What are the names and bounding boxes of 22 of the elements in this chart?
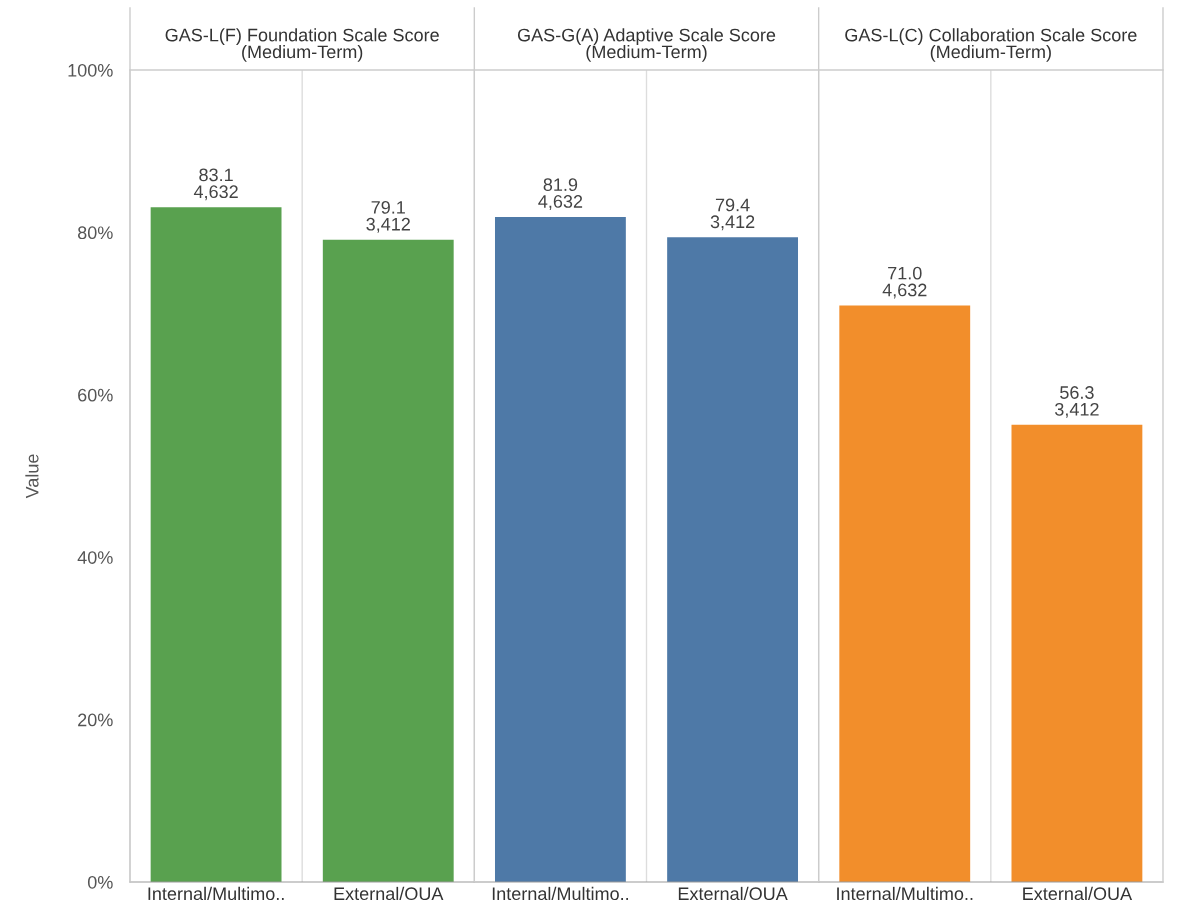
x-tick-label: External/OUA (334, 886, 444, 901)
data-label: 83.1 4,632 (193, 168, 238, 201)
y-tick-label: 0% (87, 875, 113, 889)
x-tick-label: Internal/Multimo.. (148, 886, 284, 901)
y-tick-label: 40% (77, 551, 113, 564)
x-tick-label: External/OUA (1023, 886, 1133, 901)
x-tick-label: Internal/Multimo.. (837, 886, 973, 901)
x-tick-label: External/OUA (678, 886, 788, 901)
x-tick-label: Internal/Multimo.. (492, 886, 629, 901)
y-tick-label: 80% (77, 226, 113, 240)
chart-title: GAS-L(F) Foundation Scale Score (Medium-Term) (165, 28, 439, 62)
y-tick-label: 20% (78, 713, 113, 727)
y-tick-label: 60% (78, 388, 113, 402)
data-label: 71.0 4,632 (882, 266, 927, 299)
y-tick-label: 100% (68, 63, 113, 77)
data-label: 81.9 4,632 (538, 178, 583, 210)
y-axis-title: Value (25, 454, 39, 499)
data-label: 79.4 3,412 (710, 198, 755, 231)
chart-title: GAS-G(A) Adaptive Scale Score (Medium-Term) (517, 28, 776, 62)
data-label: 56.3 3,412 (1055, 386, 1099, 418)
data-label: 79.1 3,412 (366, 200, 410, 233)
chart-title: GAS-L(C) Collaboration Scale Score (Medium-Term) (845, 28, 1137, 62)
